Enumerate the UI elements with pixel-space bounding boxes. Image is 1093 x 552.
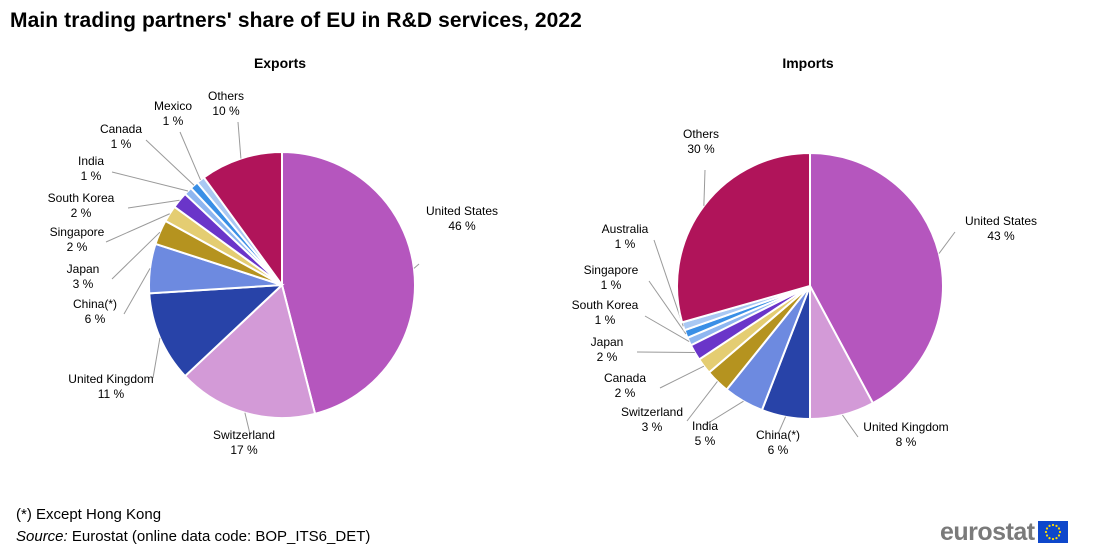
leader-line-switzerland bbox=[686, 381, 718, 422]
exports-pie: United States 46 % Switzerland 17 % United K… bbox=[48, 89, 498, 457]
leader-line-singapore bbox=[648, 280, 687, 335]
leader-line-mexico bbox=[179, 131, 201, 181]
slice-label-india: India 5 % bbox=[692, 419, 718, 448]
slice-label-canada: Canada 2 % bbox=[604, 371, 646, 400]
exports-subtitle: Exports bbox=[253, 55, 307, 71]
source-label: Source: bbox=[16, 528, 68, 545]
source-note: Source: Eurostat (online data code: BOP_… bbox=[16, 528, 370, 545]
slice-switzerland bbox=[183, 283, 317, 419]
leader-line-canada bbox=[145, 139, 195, 186]
slice-label-japan: Japan 2 % bbox=[591, 335, 624, 364]
leader-line-united-states bbox=[413, 263, 420, 269]
slice-label-singapore: Singapore 2 % bbox=[50, 225, 105, 254]
eurostat-logo: eurostat bbox=[940, 519, 1068, 545]
slice-label-united-kingdom: United Kingdom 11 % bbox=[68, 372, 153, 401]
slice-label-others: Others 30 % bbox=[683, 127, 719, 156]
leader-line-india bbox=[111, 171, 189, 192]
leader-line-united-kingdom bbox=[152, 337, 161, 379]
slice-united-states bbox=[809, 151, 944, 405]
slice-label-others: Others 10 % bbox=[208, 89, 244, 118]
footnote: (*) Except Hong Kong bbox=[16, 506, 162, 523]
imports-pie: United States 43 % United Kingdom 8 % China(… bbox=[572, 127, 1037, 457]
leader-line-united-states bbox=[938, 231, 956, 254]
leader-line-others bbox=[703, 169, 706, 206]
slice-label-mexico: Mexico 1 % bbox=[154, 99, 192, 128]
slice-label-united-kingdom: United Kingdom 8 % bbox=[863, 420, 948, 449]
leader-line-singapore bbox=[105, 213, 170, 243]
slice-label-switzerland: Switzerland 17 % bbox=[213, 428, 275, 457]
leader-line-others bbox=[237, 121, 242, 159]
leader-line-switzerland bbox=[244, 412, 251, 435]
slice-label-australia: Australia 1 % bbox=[602, 222, 649, 251]
leader-line-south-korea bbox=[644, 315, 690, 343]
slice-label-canada: Canada 1 % bbox=[100, 122, 142, 151]
leader-line-china bbox=[777, 416, 787, 435]
logo-text: eurostat bbox=[940, 518, 1035, 546]
slice-label-united-states: United States 46 % bbox=[426, 204, 498, 233]
imports-subtitle: Imports bbox=[782, 55, 834, 71]
slice-others bbox=[202, 150, 283, 289]
leader-line-japan bbox=[636, 351, 695, 353]
slice-label-china: China(*) 6 % bbox=[73, 297, 117, 326]
slice-label-south-korea: South Korea 1 % bbox=[572, 298, 639, 327]
slice-label-singapore: Singapore 1 % bbox=[584, 263, 639, 292]
leader-line-japan bbox=[111, 231, 161, 280]
slice-label-china: China(*) 6 % bbox=[756, 428, 800, 457]
leader-line-india bbox=[704, 400, 744, 426]
chart-title: Main trading partners' share of EU in R&… bbox=[10, 9, 582, 32]
source-text: Eurostat (online data code: BOP_ITS6_DET… bbox=[67, 528, 371, 545]
leader-line-united-kingdom bbox=[842, 414, 859, 438]
leader-line-south-korea bbox=[127, 199, 180, 209]
leader-line-canada bbox=[659, 365, 705, 389]
slice-label-japan: Japan 3 % bbox=[67, 262, 100, 291]
slice-label-united-states: United States 43 % bbox=[965, 214, 1037, 243]
leader-line-australia bbox=[653, 239, 684, 327]
leader-line-china bbox=[123, 268, 151, 315]
slice-label-south-korea: South Korea 2 % bbox=[48, 191, 115, 220]
slice-label-india: India 1 % bbox=[78, 154, 104, 183]
slice-label-switzerland: Switzerland 3 % bbox=[621, 405, 683, 434]
eu-flag-icon bbox=[1037, 521, 1068, 543]
